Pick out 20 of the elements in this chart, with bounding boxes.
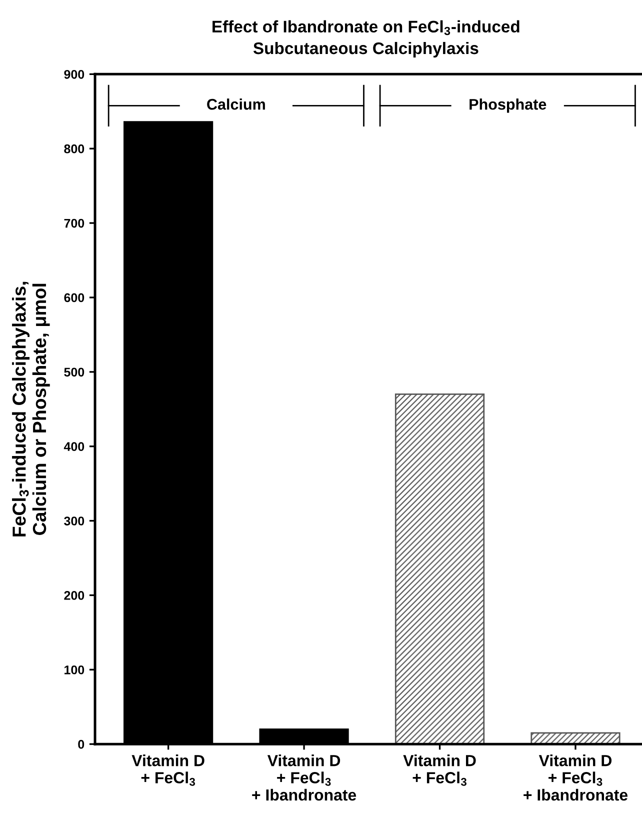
y-tick-label: 200 (64, 591, 84, 600)
bar (394, 394, 485, 744)
y-tick-label: 300 (64, 516, 84, 526)
x-tick-label: Vitamin D + FeCl$_{3}$ (132, 754, 204, 786)
y-tick-label: 0 (78, 740, 84, 749)
x-tick-label: Vitamin D + FeCl$_{3}$ + Ibandronate (252, 754, 356, 801)
chart-title: Effect of Ibandronate on FeCl$_{3}$-induced Subcutaneous Calciphylaxis (212, 20, 520, 58)
y-tick-label: 500 (64, 368, 84, 377)
annotation: Phosphate (470, 98, 546, 113)
y-tick-label: 100 (64, 665, 84, 674)
y-axis-title: FeCl$_{3}$-induced Calciphylaxis, Calcium or Phosphate, μmol (12, 282, 50, 536)
y-tick-label: 900 (64, 70, 84, 79)
annotation: Calcium (207, 98, 265, 110)
y-tick-label: 600 (64, 293, 84, 302)
x-tick-label: Vitamin D + FeCl$_{3}$ (403, 754, 476, 786)
bar (530, 732, 620, 744)
y-tick-label: 700 (64, 218, 84, 228)
y-tick-label: 400 (64, 442, 84, 451)
x-tick-label: Vitamin D + FeCl$_{3}$ + Ibandronate (524, 754, 628, 801)
y-tick-label: 800 (64, 144, 84, 154)
